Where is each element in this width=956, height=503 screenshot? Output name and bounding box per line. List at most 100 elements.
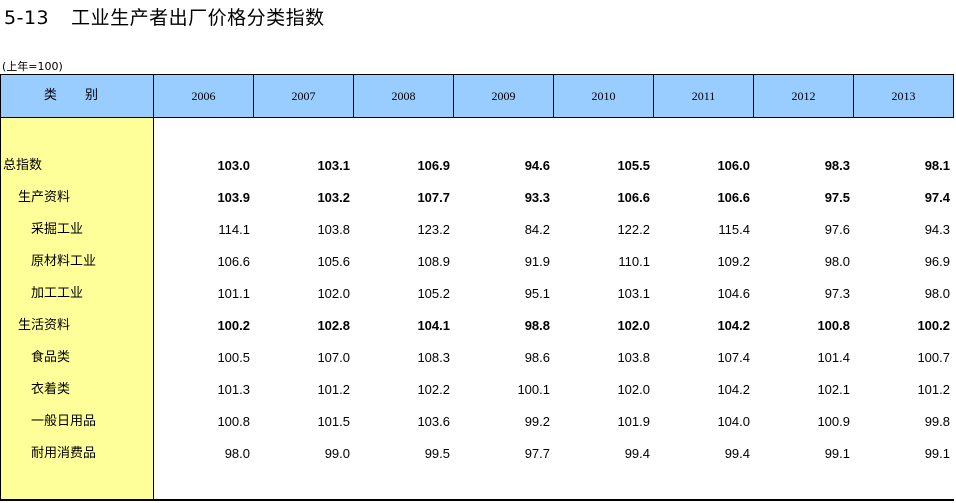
cell-2013: 101.2	[917, 382, 950, 397]
cell-2010: 102.0	[617, 382, 650, 397]
cell-2006: 106.6	[217, 254, 250, 269]
header-year-2008: 2008	[354, 75, 454, 117]
cell-2006: 103.0	[217, 158, 250, 173]
price-index-table: 类 别 2006 2007 2008 2009 2010 2011 2012 2013 总指数…	[0, 74, 954, 501]
cell-2009: 98.8	[524, 318, 550, 333]
cell-2013: 99.1	[924, 446, 950, 461]
table-header: 类 别 2006 2007 2008 2009 2010 2011 2012 2013	[0, 74, 954, 118]
cell-2011: 104.0	[717, 414, 750, 429]
row-label: 生产资料	[18, 190, 71, 205]
cell-2013: 99.8	[924, 414, 950, 429]
header-year-2011: 2011	[654, 75, 754, 117]
cell-2011: 106.6	[717, 190, 750, 205]
cell-2009: 91.9	[524, 254, 550, 269]
cell-2008: 106.9	[417, 158, 450, 173]
cell-2007: 102.0	[317, 286, 350, 301]
row-label: 食品类	[31, 350, 71, 365]
header-year-2013: 2013	[854, 75, 954, 117]
cell-2011: 104.2	[717, 318, 750, 333]
cell-2008: 123.2	[417, 222, 450, 237]
cell-2013: 100.2	[917, 318, 950, 333]
cell-2012: 100.9	[817, 414, 850, 429]
table-bottom-border	[0, 499, 954, 501]
cell-2008: 102.2	[417, 382, 450, 397]
row-label: 加工工业	[31, 286, 84, 301]
cell-2012: 97.3	[824, 286, 850, 301]
cell-2013: 98.1	[924, 158, 950, 173]
cell-2008: 108.9	[417, 254, 450, 269]
row-label: 总指数	[3, 158, 43, 173]
table-row: 生产资料 103.9 103.2 107.7 93.3 106.6 106.6 97.5 97.…	[0, 182, 954, 214]
table-title: 工业生产者出厂价格分类指数	[71, 7, 325, 29]
cell-2010: 106.6	[617, 190, 650, 205]
cell-2010: 102.0	[617, 318, 650, 333]
cell-2010: 99.4	[624, 446, 650, 461]
table-row: 衣着类 101.3 101.2 102.2 100.1 102.0 104.2 102.1 10…	[0, 374, 954, 406]
cell-2011: 107.4	[717, 350, 750, 365]
cell-2012: 98.0	[824, 254, 850, 269]
cell-2006: 98.0	[224, 446, 250, 461]
cell-2013: 96.9	[924, 254, 950, 269]
cell-2013: 100.7	[917, 350, 950, 365]
cell-2009: 100.1	[517, 382, 550, 397]
cell-2007: 105.6	[317, 254, 350, 269]
cell-2012: 98.3	[824, 158, 850, 173]
cell-2008: 108.3	[417, 350, 450, 365]
cell-2008: 105.2	[417, 286, 450, 301]
cell-2008: 107.7	[417, 190, 450, 205]
cell-2010: 101.9	[617, 414, 650, 429]
row-label: 生活资料	[18, 318, 71, 333]
cell-2011: 99.4	[724, 446, 750, 461]
header-category: 类 别	[0, 75, 154, 117]
table-row: 食品类 100.5 107.0 108.3 98.6 103.8 107.4 101.4 100…	[0, 342, 954, 374]
cell-2012: 97.5	[824, 190, 850, 205]
cell-2009: 97.7	[524, 446, 550, 461]
table-row: 总指数 103.0 103.1 106.9 94.6 105.5 106.0 98.3 98.1	[0, 150, 954, 182]
cell-2013: 97.4	[924, 190, 950, 205]
cell-2006: 100.2	[217, 318, 250, 333]
cell-2006: 100.5	[217, 350, 250, 365]
cell-2007: 103.8	[317, 222, 350, 237]
row-label: 一般日用品	[31, 414, 97, 429]
table-row: 一般日用品 100.8 101.5 103.6 99.2 101.9 104.0 100.9 9…	[0, 406, 954, 438]
cell-2008: 103.6	[417, 414, 450, 429]
header-year-2006: 2006	[154, 75, 254, 117]
category-column	[0, 118, 154, 501]
cell-2011: 106.0	[717, 158, 750, 173]
cell-2013: 94.3	[924, 222, 950, 237]
cell-2007: 103.2	[317, 190, 350, 205]
cell-2006: 101.1	[217, 286, 250, 301]
cell-2010: 103.1	[617, 286, 650, 301]
cell-2009: 94.6	[524, 158, 550, 173]
cell-2006: 100.8	[217, 414, 250, 429]
table-row: 原材料工业 106.6 105.6 108.9 91.9 110.1 109.2 98.0 96…	[0, 246, 954, 278]
cell-2006: 103.9	[217, 190, 250, 205]
header-year-2009: 2009	[454, 75, 554, 117]
cell-2010: 110.1	[618, 254, 650, 269]
cell-2011: 104.6	[717, 286, 750, 301]
cell-2013: 98.0	[924, 286, 950, 301]
cell-2007: 101.5	[317, 414, 350, 429]
cell-2011: 104.2	[717, 382, 750, 397]
table-row: 耐用消费品 98.0 99.0 99.5 97.7 99.4 99.4 99.1 99.1	[0, 438, 954, 470]
cell-2009: 99.2	[524, 414, 550, 429]
cell-2011: 115.4	[718, 222, 750, 237]
table-row: 生活资料 100.2 102.8 104.1 98.8 102.0 104.2 100.8 10…	[0, 310, 954, 342]
cell-2007: 103.1	[317, 158, 350, 173]
cell-2010: 103.8	[617, 350, 650, 365]
table-row: 采掘工业 114.1 103.8 123.2 84.2 122.2 115.4 97.6 94.…	[0, 214, 954, 246]
cell-2012: 102.1	[817, 382, 850, 397]
cell-2009: 98.6	[524, 350, 550, 365]
cell-2009: 95.1	[524, 286, 550, 301]
cell-2009: 93.3	[524, 190, 550, 205]
cell-2012: 97.6	[824, 222, 850, 237]
cell-2008: 104.1	[417, 318, 450, 333]
page-title: 5-13 工业生产者出厂价格分类指数	[4, 3, 325, 30]
table-row: 加工工业 101.1 102.0 105.2 95.1 103.1 104.6 97.3 98.…	[0, 278, 954, 310]
cell-2012: 100.8	[817, 318, 850, 333]
cell-2006: 101.3	[217, 382, 250, 397]
cell-2007: 99.0	[324, 446, 350, 461]
unit-note: (上年=100)	[2, 60, 63, 73]
cell-2010: 122.2	[617, 222, 650, 237]
cell-2012: 99.1	[824, 446, 850, 461]
